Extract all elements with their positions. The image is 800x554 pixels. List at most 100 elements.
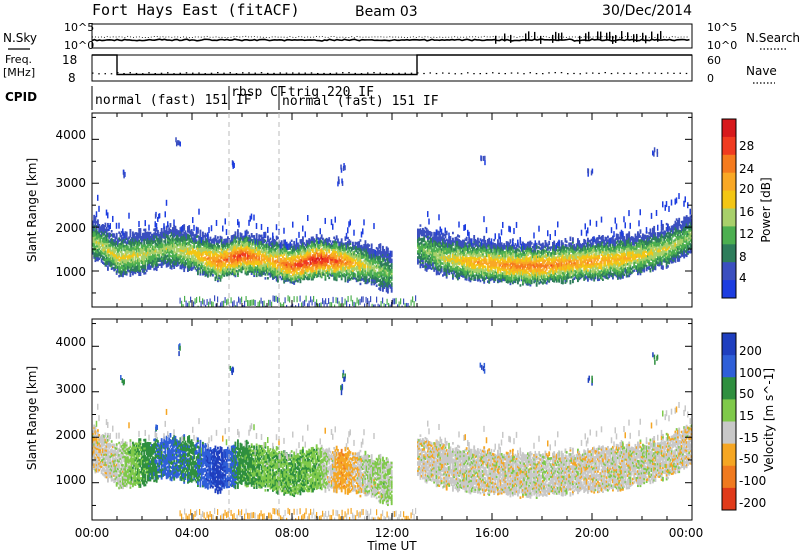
power-cell [299,262,302,266]
power-cell [243,253,246,256]
power-cell [373,274,376,278]
power-cell [307,256,309,259]
power-cell [463,273,466,276]
power-cell [148,233,151,237]
power-cell [120,244,123,248]
power-cell [264,255,267,258]
power-cell [223,248,226,252]
power-cell [108,246,111,249]
nave-point [210,72,213,74]
power-cell [450,246,453,249]
power-cell [97,245,99,248]
power-cell [449,238,452,241]
power-cell [272,277,274,280]
power-cell [204,270,207,273]
power-cell [124,272,127,276]
power-cell [417,236,419,239]
power-cell [347,280,349,283]
power-cell [145,251,148,255]
power-cell [419,248,422,251]
power-cell [364,267,367,271]
power-cell [387,249,389,253]
power-cell [173,227,176,230]
cpid-mode-label: -trig 220 IF [280,85,374,100]
power-cell [118,263,121,266]
power-cell [305,245,308,249]
power-cell [388,266,391,270]
power-cell [208,244,211,248]
power-cell [223,250,226,254]
power-cell [387,287,389,290]
power-cell [460,240,463,244]
power-cell [93,216,96,220]
power-cell [154,265,157,268]
power-cell [322,257,324,260]
power-cell [283,261,286,264]
power-cell [280,248,283,251]
power-cell [220,262,223,265]
power-cell [202,253,204,256]
power-cell [114,266,117,269]
power-cell [187,229,189,233]
power-cell [248,266,251,269]
power-cell [338,253,341,257]
power-cell [274,265,277,269]
power-cell [123,256,126,260]
power-cell [289,241,291,248]
power-cell [348,276,351,280]
power-cell [113,268,116,272]
nave-point [673,72,675,74]
power-cell [363,243,366,247]
power-cell [380,253,383,256]
power-cell [115,270,118,273]
power-cell [223,258,226,262]
power-cell [370,267,373,270]
power-cell [162,261,164,264]
power-cell [340,269,343,273]
power-cell [444,239,447,243]
power-cell [230,258,233,262]
power-cell [214,245,217,248]
power-cell [353,256,356,260]
power-cell [269,257,272,260]
power-cell [144,250,147,253]
power-cell [418,246,421,250]
power-cell [164,255,167,259]
power-cell [95,254,98,258]
power-cell [442,232,444,236]
power-cell [304,265,307,269]
power-cell [370,247,373,250]
power-cell [345,269,348,273]
power-cell [314,267,317,270]
power-cell [319,272,322,276]
power-cell [435,229,438,236]
power-cell [452,273,454,276]
power-cell [293,258,296,262]
power-cell [323,263,326,266]
power-cell [220,260,223,263]
power-cell [258,271,261,275]
power-cell [332,223,334,230]
power-cell [454,262,457,266]
power-cell [460,260,463,264]
power-cell [279,242,281,249]
power-cell [212,244,214,247]
power-cell [437,260,439,263]
power-cell [198,259,201,263]
power-cell [313,263,316,267]
power-cell [428,262,431,265]
power-cell [425,263,428,266]
power-cell [229,252,232,255]
power-cell [315,273,318,276]
power-cell [140,245,143,249]
power-cell [358,274,361,278]
power-cell [283,271,286,274]
power-cell [324,240,327,244]
power-cell [160,263,163,267]
power-cell [189,234,192,237]
power-cell [353,272,356,276]
power-cell [457,275,459,279]
power-cell [197,249,199,252]
power-cell [435,266,438,270]
power-cell [282,261,284,265]
